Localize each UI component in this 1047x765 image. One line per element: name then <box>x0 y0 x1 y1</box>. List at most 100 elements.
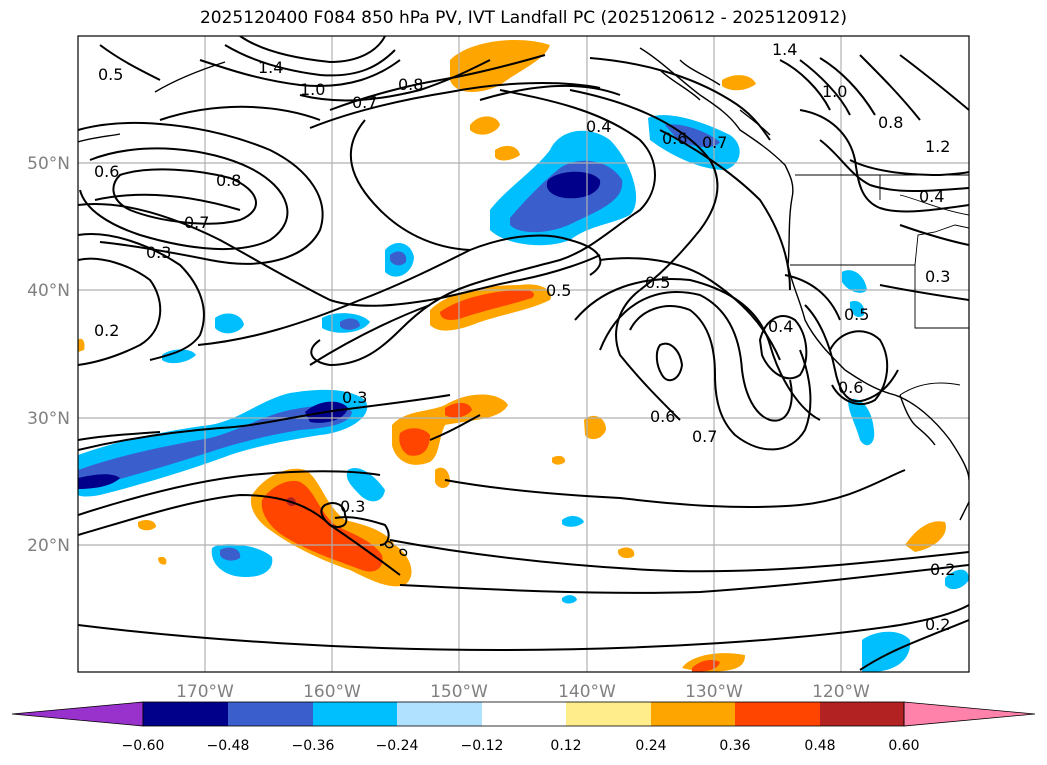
colorbar-segment <box>651 702 735 726</box>
negative-anomaly-blob <box>390 251 407 266</box>
contour-label: 0.4 <box>919 187 944 206</box>
contour-label: 0.6 <box>838 378 863 397</box>
negative-anomaly-blob <box>850 300 865 318</box>
lon-label: 120°W <box>812 682 870 702</box>
colorbar-tick-label: 0.48 <box>804 738 835 754</box>
lat-label: 40°N <box>27 281 70 301</box>
colorbar-tick-label: −0.12 <box>461 738 504 754</box>
negative-anomaly-blob <box>842 270 867 293</box>
negative-anomaly-blob <box>945 569 969 590</box>
positive-anomaly-blob <box>692 660 720 672</box>
negative-anomaly-blob <box>562 515 584 527</box>
colorbar-tick-label: −0.48 <box>207 738 250 754</box>
colorbar-tick-label: −0.60 <box>122 738 165 754</box>
contour-label: 0.6 <box>662 129 687 148</box>
contour-label: 0.2 <box>925 615 950 634</box>
positive-anomaly-blob <box>495 145 520 161</box>
positive-anomaly-blob <box>440 289 535 320</box>
lon-label: 140°W <box>558 682 616 702</box>
map-frame <box>77 35 970 673</box>
longitude-labels: 170°W 160°W 150°W 140°W 130°W 120°W <box>176 682 870 702</box>
negative-anomaly-blob <box>78 474 120 489</box>
contour-label: 0.8 <box>878 113 903 132</box>
positive-anomaly-blob <box>552 455 566 465</box>
colorbar-segment <box>566 702 651 726</box>
lon-label: 130°W <box>685 682 743 702</box>
colorbar-segment <box>735 702 820 726</box>
pv-contours <box>78 36 969 671</box>
positive-anomaly-blob <box>435 467 450 488</box>
contour-label: 0.7 <box>184 213 209 232</box>
contour-label: 0.5 <box>645 273 670 292</box>
colorbar-segment <box>313 702 397 726</box>
lon-label: 150°W <box>430 682 488 702</box>
contour-label: 1.4 <box>772 40 797 59</box>
contour-label: 1.4 <box>258 58 283 77</box>
negative-anomaly-blob <box>340 318 360 330</box>
colorbar-tick-label: −0.36 <box>292 738 335 754</box>
map-panel: 0.5 1.4 1.0 0.7 0.8 0.6 0.8 0.7 0.3 0.2 … <box>78 36 969 672</box>
contour-label: 0.7 <box>692 427 717 446</box>
positive-anomaly-blob <box>722 75 756 91</box>
negative-anomaly-blob <box>220 547 241 561</box>
positive-anomaly-blob <box>584 415 606 440</box>
positive-anomaly-blob <box>905 521 946 552</box>
colorbar-tick-label: 0.24 <box>635 738 666 754</box>
colorbar-tick-label: 0.12 <box>550 738 581 754</box>
contour-label: 0.3 <box>342 388 367 407</box>
contour-label: 0.7 <box>702 133 727 152</box>
contour-label: 0.6 <box>94 162 119 181</box>
contour-label: 0.3 <box>925 267 950 286</box>
colorbar: −0.60 −0.48 −0.36 −0.24 −0.12 0.12 0.24 … <box>11 701 1036 754</box>
lat-label: 20°N <box>27 536 70 556</box>
contour-label: 0.5 <box>844 305 869 324</box>
positive-anomaly-blob <box>618 547 635 559</box>
contour-label: 0.3 <box>340 497 365 516</box>
negative-anomaly-blob <box>162 349 196 364</box>
lat-label: 30°N <box>27 409 70 429</box>
lat-label: 50°N <box>27 154 70 174</box>
map-title: 2025120400 F084 850 hPa PV, IVT Landfall… <box>199 8 847 28</box>
colorbar-segment <box>143 702 228 726</box>
colorbar-frame <box>142 701 905 727</box>
positive-anomaly-blob <box>470 116 500 135</box>
positive-anomaly-blob <box>138 519 156 531</box>
negative-anomaly-blob <box>346 467 385 502</box>
colorbar-tick-label: 0.60 <box>888 738 919 754</box>
contour-label: 0.5 <box>98 65 123 84</box>
negative-anomaly-blob <box>848 398 875 446</box>
colorbar-segment <box>228 702 313 726</box>
graticule <box>78 36 969 672</box>
contour-label: 0.8 <box>398 75 423 94</box>
contour-label: 0.3 <box>146 243 171 262</box>
negative-anomaly-blob <box>215 313 244 334</box>
contour-label: 0.5 <box>546 281 571 300</box>
negative-anomaly-blob <box>562 595 577 604</box>
lon-label: 160°W <box>303 682 361 702</box>
colorbar-tick-label: 0.36 <box>719 738 750 754</box>
colorbar-extend-max <box>903 701 1036 727</box>
contour-label: 1.0 <box>300 80 325 99</box>
colorbar-tick-label: −0.24 <box>376 738 419 754</box>
contour-label: 0.4 <box>768 317 793 336</box>
contour-labels: 0.5 1.4 1.0 0.7 0.8 0.6 0.8 0.7 0.3 0.2 … <box>94 40 955 634</box>
colorbar-extend-min <box>11 701 144 727</box>
colorbar-ticks: −0.60 −0.48 −0.36 −0.24 −0.12 0.12 0.24 … <box>122 738 920 754</box>
contour-label: 0.2 <box>94 321 119 340</box>
contour-label: 0.2 <box>930 560 955 579</box>
positive-anomaly-blob <box>158 556 167 565</box>
colorbar-segment <box>482 702 566 726</box>
negative-anomaly-blob <box>78 405 352 489</box>
positive-anomaly-blob <box>78 338 85 352</box>
latitude-labels: 50°N 40°N 30°N 20°N <box>27 154 70 556</box>
colorbar-segment <box>397 702 482 726</box>
contour-label: 0.7 <box>352 93 377 112</box>
contour-label: 0.4 <box>586 117 611 136</box>
contour-label: 1.2 <box>925 137 950 156</box>
colorbar-segment <box>820 702 904 726</box>
positive-anomaly-blob <box>450 40 550 92</box>
contour-label: 1.0 <box>822 82 847 101</box>
contour-label: 0.6 <box>650 407 675 426</box>
contour-label: 0.8 <box>216 171 241 190</box>
